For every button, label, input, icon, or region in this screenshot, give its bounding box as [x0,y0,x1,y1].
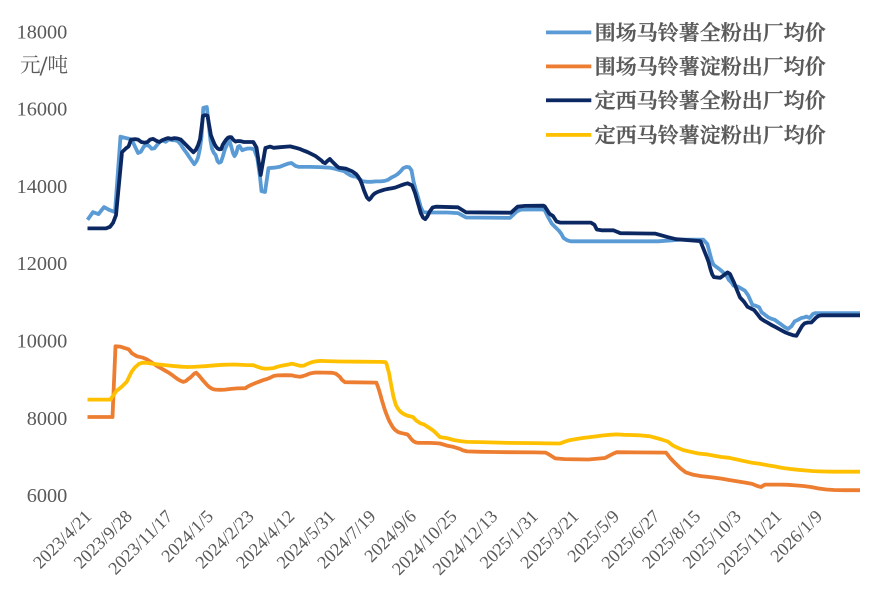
svg-text:6000: 6000 [27,485,68,507]
svg-text:18000: 18000 [17,21,68,43]
svg-text:8000: 8000 [27,408,68,430]
svg-text:12000: 12000 [17,253,68,275]
svg-text:10000: 10000 [17,331,68,353]
svg-text:14000: 14000 [17,176,68,198]
svg-text:16000: 16000 [17,99,68,121]
